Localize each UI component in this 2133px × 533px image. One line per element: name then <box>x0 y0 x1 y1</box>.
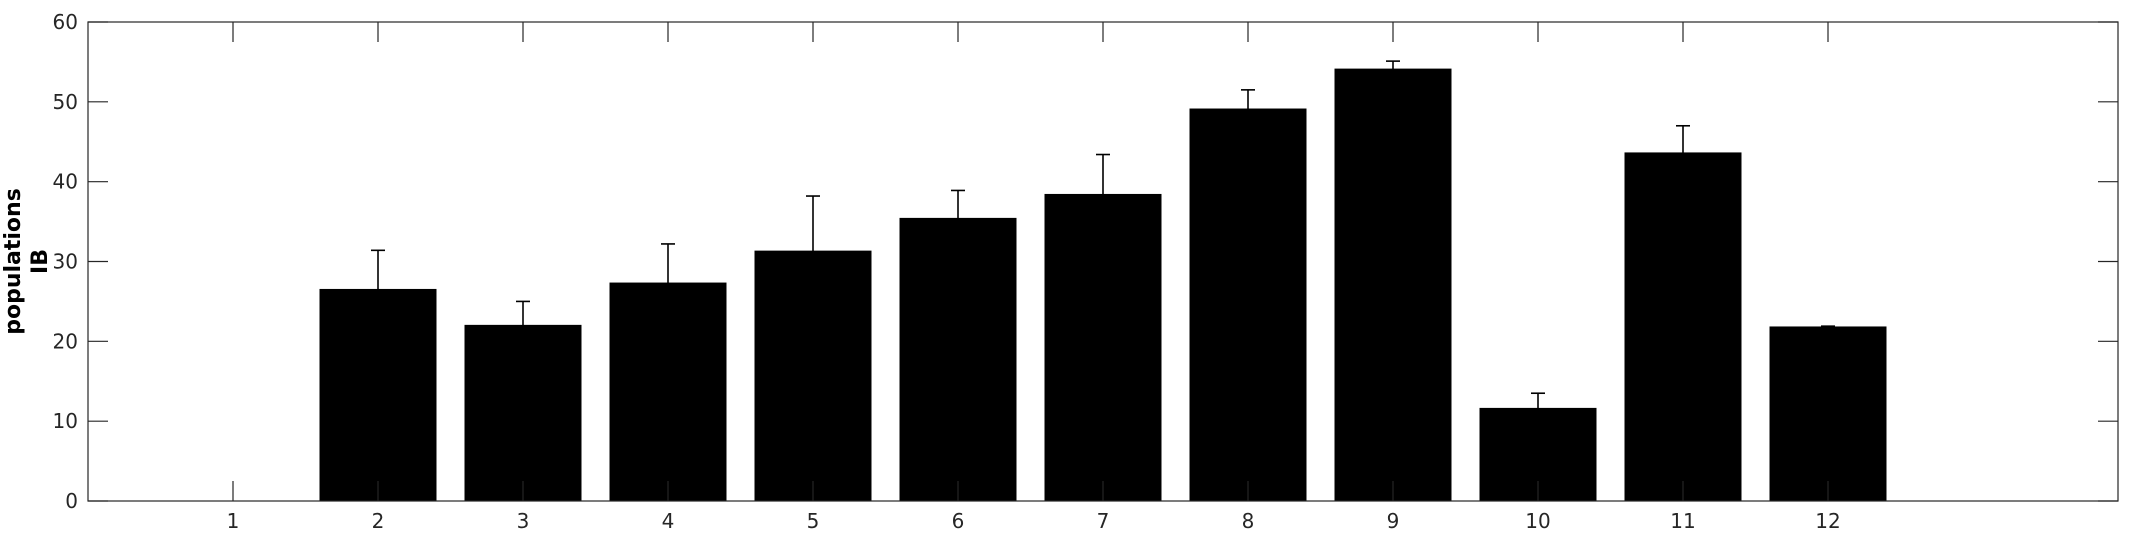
bar-7 <box>1044 193 1162 502</box>
y-tick-label: 60 <box>53 10 78 34</box>
x-tick-label: 4 <box>662 509 675 533</box>
y-tick-label: 50 <box>53 90 78 114</box>
x-tick-label: 12 <box>1815 509 1840 533</box>
bars <box>319 68 1887 502</box>
bar-8 <box>1189 108 1307 502</box>
y-tick-label: 30 <box>53 250 78 274</box>
x-tick-label: 10 <box>1525 509 1550 533</box>
bar-2 <box>319 288 437 502</box>
x-tick-label: 6 <box>952 509 965 533</box>
bar-5 <box>754 250 872 502</box>
y-axis-label-line: populations <box>1 188 26 335</box>
y-tick-label: 40 <box>53 170 78 194</box>
x-tick-label: 2 <box>372 509 385 533</box>
y-axis-label-line: IB <box>28 249 53 274</box>
bar-12 <box>1769 326 1887 502</box>
y-tick-label: 10 <box>53 409 78 433</box>
bar-4 <box>609 282 727 502</box>
bar-11 <box>1624 152 1742 502</box>
x-tick-label: 9 <box>1387 509 1400 533</box>
x-tick-label: 8 <box>1242 509 1255 533</box>
y-tick-label: 0 <box>65 489 78 513</box>
x-tick-label: 5 <box>807 509 820 533</box>
error-bars <box>371 60 1835 409</box>
bar-3 <box>464 324 582 502</box>
x-tick-label: 3 <box>517 509 530 533</box>
x-tick-label: 7 <box>1097 509 1110 533</box>
y-axis-label: populations IB <box>1 188 53 335</box>
bar-6 <box>899 217 1017 502</box>
y-tick-label: 20 <box>53 329 78 353</box>
x-tick-label: 1 <box>227 509 240 533</box>
x-tick-label: 11 <box>1670 509 1695 533</box>
bar-9 <box>1334 68 1452 502</box>
plot-area-frame <box>87 21 2119 502</box>
